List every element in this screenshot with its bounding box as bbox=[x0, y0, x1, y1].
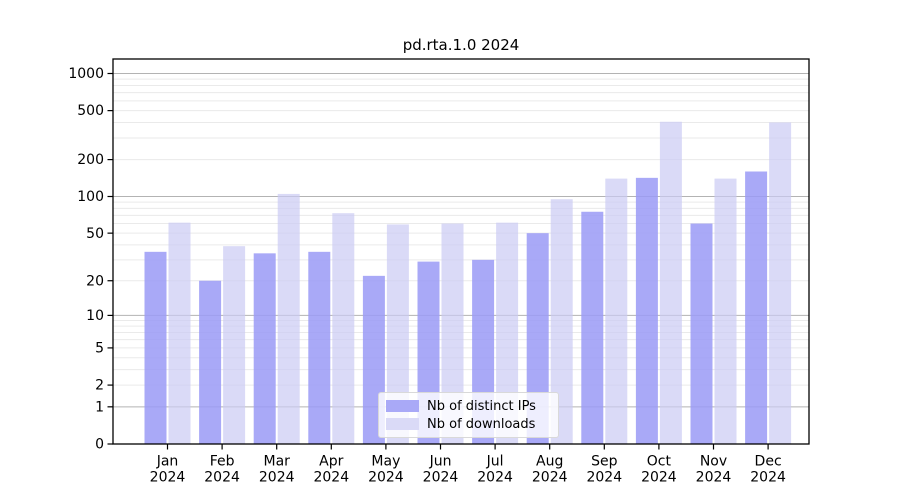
x-tick-label-year: 2024 bbox=[532, 470, 568, 486]
x-tick-label-month: Aug bbox=[536, 454, 563, 470]
y-tick-label: 20 bbox=[86, 273, 104, 289]
bar-distinct-ips bbox=[308, 251, 331, 444]
x-tick-label-year: 2024 bbox=[750, 470, 786, 486]
legend-swatch-downloads bbox=[386, 418, 419, 430]
bar-distinct-ips bbox=[144, 251, 167, 444]
x-tick-label-month: May bbox=[371, 454, 400, 470]
x-tick-label-year: 2024 bbox=[150, 470, 186, 486]
x-tick-label-month: Mar bbox=[263, 454, 290, 470]
bar-distinct-ips bbox=[745, 171, 768, 444]
x-tick-label-month: Sep bbox=[591, 454, 618, 470]
y-tick-label: 200 bbox=[77, 152, 104, 168]
bar-distinct-ips bbox=[199, 280, 222, 444]
x-tick-label-month: Jun bbox=[429, 454, 452, 470]
bar-downloads bbox=[496, 222, 519, 444]
bar-distinct-ips bbox=[526, 233, 549, 444]
bar-downloads bbox=[550, 199, 573, 444]
x-tick-label-year: 2024 bbox=[641, 470, 677, 486]
x-tick-label-year: 2024 bbox=[313, 470, 349, 486]
x-tick-label-month: Jan bbox=[156, 454, 179, 470]
bar-downloads bbox=[168, 222, 191, 444]
x-tick-label-month: Nov bbox=[700, 454, 727, 470]
bar-distinct-ips bbox=[635, 177, 658, 445]
y-tick-label: 5 bbox=[95, 341, 104, 357]
bar-downloads bbox=[441, 223, 464, 444]
plot-border bbox=[112, 58, 810, 445]
bar-downloads bbox=[769, 122, 792, 444]
x-tick-label-month: Feb bbox=[210, 454, 235, 470]
y-tick-label: 1 bbox=[95, 399, 104, 415]
x-tick-label-month: Jul bbox=[486, 454, 504, 470]
x-tick-label-year: 2024 bbox=[586, 470, 622, 486]
y-tick-label: 0 bbox=[95, 437, 104, 453]
bar-downloads bbox=[223, 246, 246, 444]
y-tick-label: 500 bbox=[77, 103, 104, 119]
x-tick-label-year: 2024 bbox=[423, 470, 459, 486]
y-tick-label: 50 bbox=[86, 226, 104, 242]
x-tick-label-month: Oct bbox=[647, 454, 672, 470]
y-tick-label: 100 bbox=[77, 189, 104, 205]
bar-downloads bbox=[332, 213, 355, 444]
legend-item-distinct-ips: Nb of distinct IPs bbox=[386, 398, 550, 414]
bar-downloads bbox=[659, 121, 682, 444]
x-tick-label-month: Apr bbox=[319, 454, 343, 470]
chart-title: pd.rta.1.0 2024 bbox=[402, 36, 520, 54]
bar-distinct-ips bbox=[690, 223, 713, 444]
bar-distinct-ips bbox=[581, 211, 604, 444]
bar-downloads bbox=[386, 224, 409, 444]
x-tick-label-year: 2024 bbox=[204, 470, 240, 486]
x-tick-label-year: 2024 bbox=[368, 470, 404, 486]
y-tick-label: 1000 bbox=[68, 66, 104, 82]
x-tick-label-year: 2024 bbox=[259, 470, 295, 486]
chart-legend: Nb of distinct IPs Nb of downloads bbox=[378, 392, 559, 438]
y-tick-label: 2 bbox=[95, 378, 104, 394]
legend-swatch-distinct-ips bbox=[386, 400, 419, 412]
bar-distinct-ips bbox=[253, 253, 276, 444]
x-tick-label-year: 2024 bbox=[696, 470, 732, 486]
bar-downloads bbox=[714, 178, 737, 444]
x-tick-label-month: Dec bbox=[755, 454, 782, 470]
x-tick-label-year: 2024 bbox=[477, 470, 513, 486]
legend-label-downloads: Nb of downloads bbox=[427, 416, 536, 432]
legend-label-distinct-ips: Nb of distinct IPs bbox=[427, 398, 536, 414]
bar-downloads bbox=[277, 193, 300, 444]
y-tick-label: 10 bbox=[86, 308, 104, 324]
legend-item-downloads: Nb of downloads bbox=[386, 416, 550, 432]
bar-downloads bbox=[605, 178, 628, 444]
